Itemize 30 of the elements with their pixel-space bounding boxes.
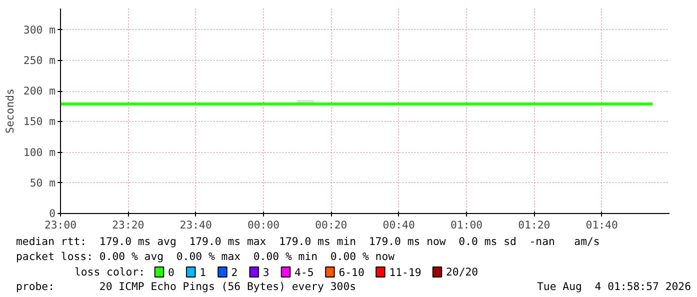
legend-label: 2: [231, 266, 238, 279]
legend-label: 4-5: [294, 266, 314, 279]
legend-label: 20/20: [446, 266, 478, 278]
y-tick-label: 100 m: [23, 146, 56, 159]
text: probe: 20 ICMP Echo Pings (56 Bytes) every 300s: [16, 279, 356, 294]
x-tick-label: 01:20: [518, 218, 550, 232]
text: packet loss: 0.00 % avg 0.00 % max 0.00 % min 0.00 % now: [16, 249, 395, 264]
legend-label: 11-19: [389, 266, 422, 279]
x-tick-label: 23:20: [112, 218, 144, 232]
legend-label: 6-10: [338, 266, 364, 279]
legend-label: 1: [200, 266, 206, 279]
x-tick-label: 00:40: [382, 218, 415, 232]
x-tick-label: 00:00: [247, 218, 280, 232]
legend-label: 0: [168, 266, 174, 279]
y-tick-label: 50 m: [30, 176, 56, 190]
y-tick-label: 300 m: [23, 23, 56, 36]
text: Tue Aug 4 01:58:57 2026: [537, 279, 691, 294]
y-tick-label: 200 m: [23, 84, 56, 98]
text: median rtt: 179.0 ms avg 179.0 ms max 179.0 ms min 179.0 ms now 0.0 ms sd -nan am/s: [16, 234, 600, 249]
y-axis-title: Seconds: [3, 88, 16, 134]
x-tick-label: 23:00: [44, 218, 77, 232]
y-tick-label: 250 m: [23, 54, 56, 68]
y-tick-label: 150 m: [23, 115, 56, 128]
y-tick-label: 0: [49, 207, 56, 220]
x-tick-label: 01:40: [586, 218, 618, 232]
x-tick-label: 00:20: [315, 218, 348, 232]
legend-label: 3: [262, 266, 270, 279]
x-tick-label: 23:40: [180, 218, 212, 232]
x-tick-label: 01:00: [450, 218, 483, 232]
legend-title: loss color:: [74, 266, 146, 278]
